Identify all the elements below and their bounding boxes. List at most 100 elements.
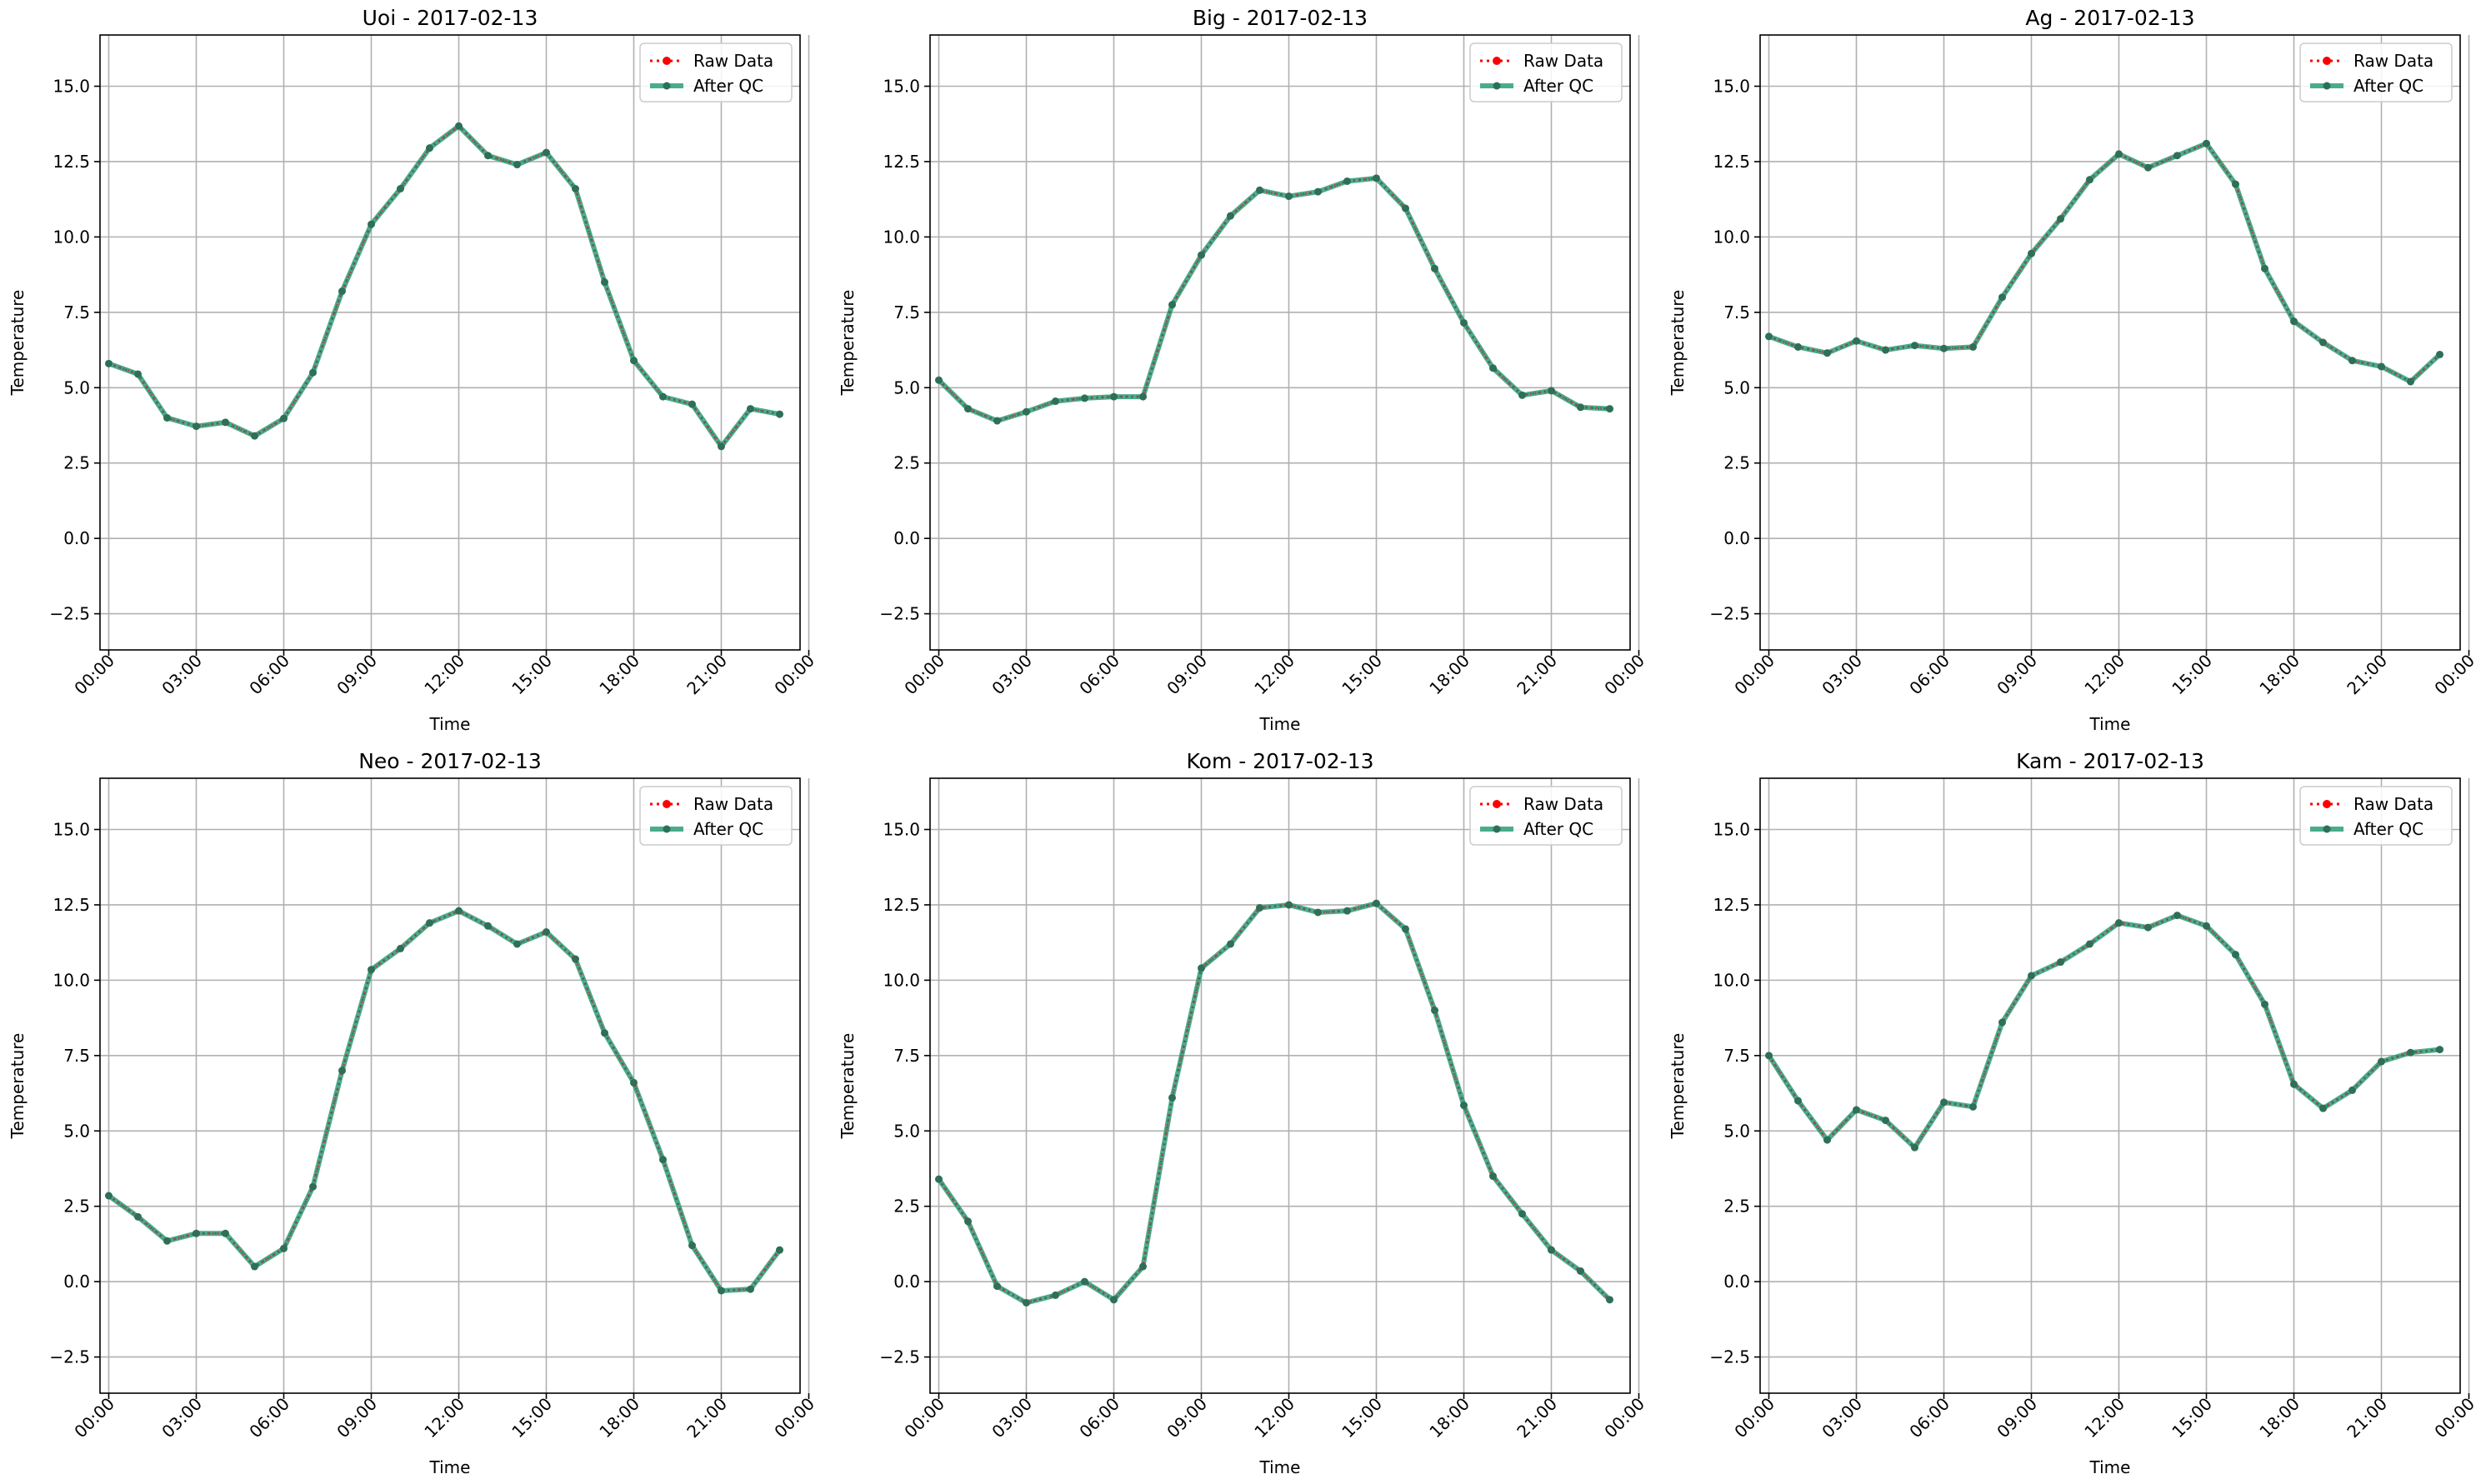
data-point xyxy=(1577,403,1584,412)
x-tick-label: 09:00 xyxy=(333,651,381,699)
data-point xyxy=(1227,212,1234,220)
data-point xyxy=(134,1212,142,1221)
data-point xyxy=(1460,1102,1468,1110)
data-point xyxy=(1314,908,1322,917)
legend-marker-raw-data xyxy=(663,57,671,65)
data-point xyxy=(1431,1007,1438,1015)
grid xyxy=(930,778,1640,1393)
x-tick-label: 15:00 xyxy=(508,1394,556,1442)
grid xyxy=(100,35,810,650)
legend-marker-raw-data xyxy=(2323,800,2331,808)
legend-marker-raw-data xyxy=(1493,800,1501,808)
x-tick-label: 03:00 xyxy=(1818,1394,1866,1442)
data-point xyxy=(1882,346,1889,354)
data-point xyxy=(1518,391,1526,399)
data-point xyxy=(1823,1136,1831,1144)
data-point xyxy=(1285,192,1293,201)
legend-marker-raw-data xyxy=(663,800,671,808)
x-tick-label: 00:00 xyxy=(2430,1394,2478,1442)
subplot-3: Ag - 2017-02-13 −2.5 0.0 2.5 5.0 7.5 10.0 12.5 1… xyxy=(1668,6,2478,734)
subplot-4: Neo - 2017-02-13 −2.5 0.0 2.5 5.0 7.5 10.0 12.5… xyxy=(8,749,818,1477)
y-axis-label: Temperature xyxy=(838,290,858,397)
legend: Raw Data After QC xyxy=(639,786,793,846)
legend-marker-raw-data xyxy=(2323,57,2331,65)
data-point xyxy=(2261,264,2268,272)
data-point xyxy=(688,400,696,408)
y-tick-label: 12.5 xyxy=(1713,895,1750,915)
x-tick-label: 18:00 xyxy=(1425,1394,1473,1442)
x-tick-label: 00:00 xyxy=(2430,651,2478,699)
data-point xyxy=(1460,318,1468,327)
series-line-overlay xyxy=(938,902,1611,1304)
data-point xyxy=(776,1246,783,1254)
data-point xyxy=(2407,1048,2414,1057)
x-tick-label: 00:00 xyxy=(1600,651,1648,699)
axes-frame xyxy=(99,34,801,651)
data-point xyxy=(543,148,550,157)
y-tick-label: 10.0 xyxy=(1713,227,1750,247)
data-point xyxy=(2378,1057,2385,1066)
series-line-overlay xyxy=(938,177,1610,422)
x-tick-label: 06:00 xyxy=(245,1394,293,1442)
data-point xyxy=(1052,397,1059,406)
x-tick-label: 12:00 xyxy=(420,651,468,699)
legend-marker-after-qc xyxy=(2323,825,2331,833)
data-point xyxy=(2232,180,2239,188)
data-point xyxy=(1343,177,1351,185)
y-tick-label: 12.5 xyxy=(883,152,920,172)
x-tick-label: 15:00 xyxy=(508,651,556,699)
x-tick-label: 15:00 xyxy=(1338,651,1386,699)
subplot-title: Big - 2017-02-13 xyxy=(1193,6,1368,30)
x-tick-label: 00:00 xyxy=(1730,651,1778,699)
y-tick-label: 7.5 xyxy=(1723,1046,1750,1066)
data-point xyxy=(776,410,783,418)
data-point xyxy=(1518,1210,1526,1218)
data-point xyxy=(1911,1143,1918,1152)
y-axis-label: Temperature xyxy=(8,290,28,397)
data-point xyxy=(2348,1086,2356,1094)
legend: Raw Data After QC xyxy=(639,42,793,102)
x-tick-label: 06:00 xyxy=(1905,1394,1953,1442)
y-tick-label: 0.0 xyxy=(1723,1272,1750,1292)
data-point xyxy=(2086,176,2093,184)
axes-frame xyxy=(99,777,801,1394)
data-point xyxy=(2086,940,2093,948)
grid xyxy=(100,778,810,1393)
x-tick-label: 18:00 xyxy=(1425,651,1473,699)
y-tick-label: 12.5 xyxy=(883,895,920,915)
data-point xyxy=(1402,204,1409,212)
x-tick-label: 18:00 xyxy=(595,1394,643,1442)
legend-marker-raw-data xyxy=(1493,57,1501,65)
subplot-6: Kam - 2017-02-13 −2.5 0.0 2.5 5.0 7.5 10.0 12.5… xyxy=(1668,749,2478,1477)
data-point xyxy=(513,161,521,169)
data-point xyxy=(193,1229,200,1237)
data-point xyxy=(630,1078,638,1087)
data-point xyxy=(222,1229,229,1237)
legend-marker-after-qc xyxy=(2323,82,2331,90)
y-tick-label: 7.5 xyxy=(893,1046,920,1066)
x-tick-label: 00:00 xyxy=(900,651,948,699)
x-tick-label: 15:00 xyxy=(2168,1394,2216,1442)
data-point xyxy=(2057,958,2064,967)
data-point xyxy=(1081,1277,1088,1286)
data-point xyxy=(1765,332,1773,341)
data-point xyxy=(572,185,579,192)
y-axis-label: Temperature xyxy=(1668,1033,1688,1140)
series-line-raw-data xyxy=(1768,142,2441,383)
x-tick-label: 06:00 xyxy=(1905,651,1953,699)
data-point xyxy=(309,368,317,377)
data-point xyxy=(338,287,346,295)
x-tick-label: 21:00 xyxy=(2343,1394,2391,1442)
subplot-title: Neo - 2017-02-13 xyxy=(358,749,542,773)
data-point xyxy=(1853,337,1860,345)
series-line-after-qc xyxy=(937,901,1612,1306)
data-point xyxy=(1168,301,1176,309)
legend: Raw Data After QC xyxy=(1469,42,1623,102)
legend-label-after-qc: After QC xyxy=(693,76,763,96)
data-point xyxy=(105,1192,113,1200)
y-tick-label: 10.0 xyxy=(883,227,920,247)
data-point xyxy=(251,1262,258,1271)
x-tick-label: 00:00 xyxy=(1730,1394,1778,1442)
x-tick-label: 06:00 xyxy=(1075,651,1123,699)
subplot-title: Uoi - 2017-02-13 xyxy=(363,6,538,30)
